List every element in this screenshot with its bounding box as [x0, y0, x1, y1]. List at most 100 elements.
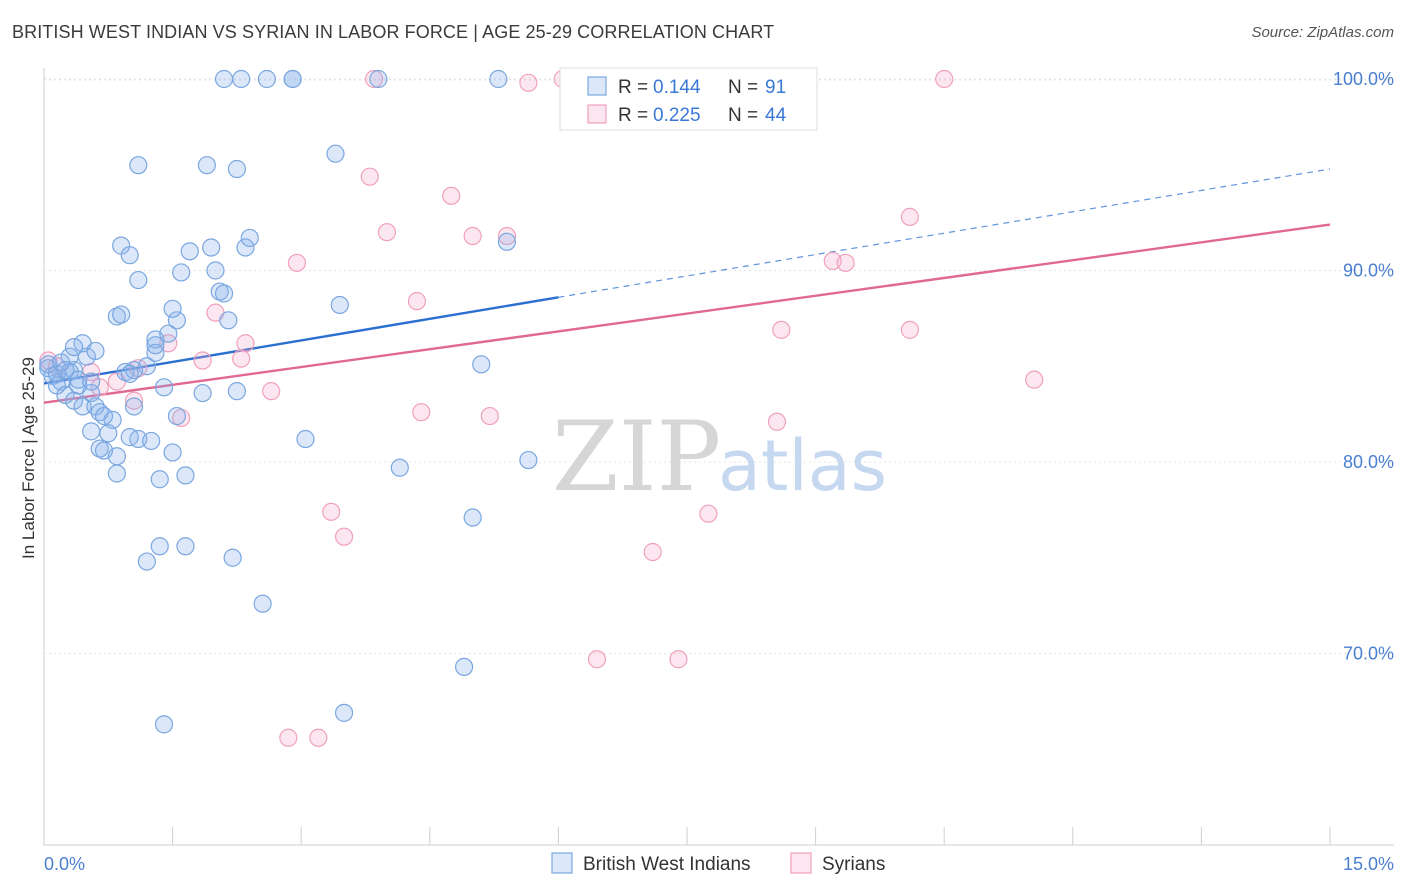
point-british-west-indians	[103, 410, 122, 429]
point-british-west-indians	[283, 69, 302, 89]
point-british-west-indians	[219, 311, 238, 330]
stats-swatch	[587, 104, 607, 124]
stats-r-value: 0.225	[653, 105, 701, 126]
point-british-west-indians	[146, 343, 165, 362]
point-syrians	[360, 167, 379, 186]
point-british-west-indians	[369, 69, 388, 89]
point-british-west-indians	[214, 69, 234, 89]
y-tick-label: 90.0%	[1343, 261, 1394, 281]
point-british-west-indians	[107, 447, 126, 466]
y-tick-label: 70.0%	[1343, 644, 1394, 664]
point-british-west-indians	[163, 299, 182, 318]
point-syrians	[900, 320, 920, 339]
point-syrians	[193, 351, 212, 370]
point-british-west-indians	[172, 263, 191, 282]
point-british-west-indians	[390, 458, 409, 477]
point-british-west-indians	[193, 383, 212, 403]
y-tick-label: 80.0%	[1343, 452, 1394, 472]
point-british-west-indians	[454, 657, 474, 677]
point-british-west-indians	[202, 238, 221, 257]
point-syrians	[377, 223, 397, 242]
x-tick-label: 0.0%	[44, 854, 85, 874]
point-british-west-indians	[159, 324, 178, 343]
point-british-west-indians	[257, 69, 277, 89]
grid-lines	[44, 78, 1394, 654]
stats-r-value: 0.144	[653, 77, 701, 98]
point-british-west-indians	[227, 382, 246, 401]
point-british-west-indians	[236, 238, 255, 257]
trend-lines	[43, 168, 1331, 404]
point-british-west-indians	[214, 284, 234, 303]
point-british-west-indians	[154, 715, 174, 734]
tick-labels: 70.0% 80.0% 90.0% 100.0% 0.0% 15.0%	[44, 69, 1394, 874]
point-syrians	[935, 69, 954, 89]
stats-r-label: R =	[618, 105, 648, 126]
point-british-west-indians	[253, 594, 272, 613]
point-british-west-indians	[56, 360, 75, 380]
point-syrians	[412, 403, 431, 422]
point-syrians	[262, 382, 281, 401]
legend-label: Syrians	[822, 854, 885, 875]
stats-swatch	[587, 76, 607, 96]
point-syrians	[236, 334, 255, 353]
point-syrians	[279, 728, 298, 747]
data-points	[39, 69, 1044, 747]
point-british-west-indians	[146, 336, 165, 355]
point-british-west-indians	[167, 406, 186, 426]
point-syrians	[767, 412, 787, 431]
point-syrians	[124, 391, 144, 410]
point-british-west-indians	[296, 429, 315, 449]
chart-title: BRITISH WEST INDIAN VS SYRIAN IN LABOR F…	[12, 22, 775, 42]
point-british-west-indians	[120, 364, 139, 384]
point-british-west-indians	[137, 357, 156, 376]
point-british-west-indians	[129, 270, 148, 290]
point-british-west-indians	[82, 372, 101, 391]
chart-source: Source: ZipAtlas.com	[1251, 24, 1394, 41]
point-syrians	[442, 186, 461, 205]
point-british-west-indians	[206, 261, 225, 280]
point-british-west-indians	[167, 311, 186, 330]
point-british-west-indians	[82, 422, 101, 441]
point-british-west-indians	[64, 338, 84, 357]
point-british-west-indians	[497, 232, 517, 251]
x-tick-label: 15.0%	[1343, 854, 1394, 874]
legend-swatch	[551, 852, 573, 874]
point-syrians	[836, 253, 855, 272]
legend-swatch	[790, 852, 812, 874]
stats-n-value: 91	[765, 77, 786, 98]
watermark-atlas: atlas	[718, 425, 887, 507]
point-british-west-indians	[154, 378, 174, 397]
stats-n-value: 44	[765, 105, 787, 126]
point-british-west-indians	[489, 69, 508, 89]
point-syrians	[322, 502, 341, 521]
point-british-west-indians	[120, 246, 139, 265]
stats-box-frame	[559, 67, 818, 131]
point-british-west-indians	[197, 156, 216, 175]
point-syrians	[287, 253, 307, 272]
watermark-zip: ZIP	[552, 401, 721, 513]
point-british-west-indians	[330, 295, 349, 315]
point-syrians	[772, 320, 791, 339]
point-british-west-indians	[232, 69, 251, 89]
point-british-west-indians	[180, 242, 199, 261]
point-british-west-indians	[519, 450, 538, 470]
point-british-west-indians	[129, 156, 148, 175]
point-british-west-indians	[150, 537, 169, 556]
point-british-west-indians	[99, 424, 118, 443]
point-british-west-indians	[463, 508, 482, 527]
point-syrians	[643, 542, 662, 562]
point-british-west-indians	[223, 548, 242, 567]
point-syrians	[232, 349, 251, 368]
point-british-west-indians	[124, 397, 144, 416]
point-syrians	[407, 292, 427, 311]
stats-n-label: N =	[728, 77, 758, 98]
point-british-west-indians	[150, 470, 169, 489]
point-british-west-indians	[137, 552, 156, 571]
point-syrians	[480, 406, 499, 426]
point-british-west-indians	[227, 159, 246, 179]
point-british-west-indians	[86, 341, 105, 361]
point-british-west-indians	[176, 537, 195, 556]
point-syrians	[1025, 370, 1044, 389]
point-syrians	[364, 69, 384, 89]
